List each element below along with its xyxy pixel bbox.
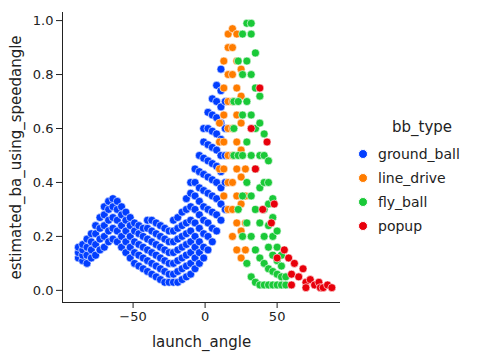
html-text:bb_type: bb_type <box>392 118 452 136</box>
svg-text:1.0: 1.0 <box>33 13 54 28</box>
svg-text:0.4: 0.4 <box>33 175 54 190</box>
svg-text:0.8: 0.8 <box>33 67 54 82</box>
svg-text:0: 0 <box>201 309 209 324</box>
svg-text:0.2: 0.2 <box>33 229 54 244</box>
svg-text:−50: −50 <box>119 309 146 324</box>
svg-text:0.0: 0.0 <box>33 283 54 298</box>
html-text:line_drive: line_drive <box>378 170 446 186</box>
html-text:ground_ball: ground_ball <box>378 146 460 162</box>
svg-text:estimated_ba_using_speedangle: estimated_ba_using_speedangle <box>7 35 26 279</box>
html-text:fly_ball: fly_ball <box>378 194 428 210</box>
svg-text:50: 50 <box>269 309 286 324</box>
html-text:popup: popup <box>378 218 423 234</box>
svg-text:launch_angle: launch_angle <box>152 333 251 352</box>
svg-text:0.6: 0.6 <box>33 121 54 136</box>
